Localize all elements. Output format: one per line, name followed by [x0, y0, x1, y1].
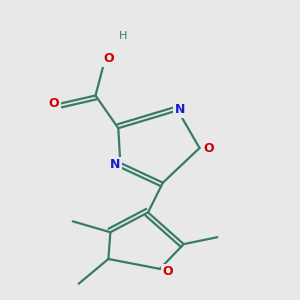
Text: N: N [110, 158, 121, 171]
Text: H: H [119, 31, 128, 41]
Text: O: O [203, 142, 214, 154]
Text: O: O [163, 266, 173, 278]
Text: O: O [49, 97, 59, 110]
Text: O: O [103, 52, 114, 65]
Text: N: N [175, 103, 185, 116]
